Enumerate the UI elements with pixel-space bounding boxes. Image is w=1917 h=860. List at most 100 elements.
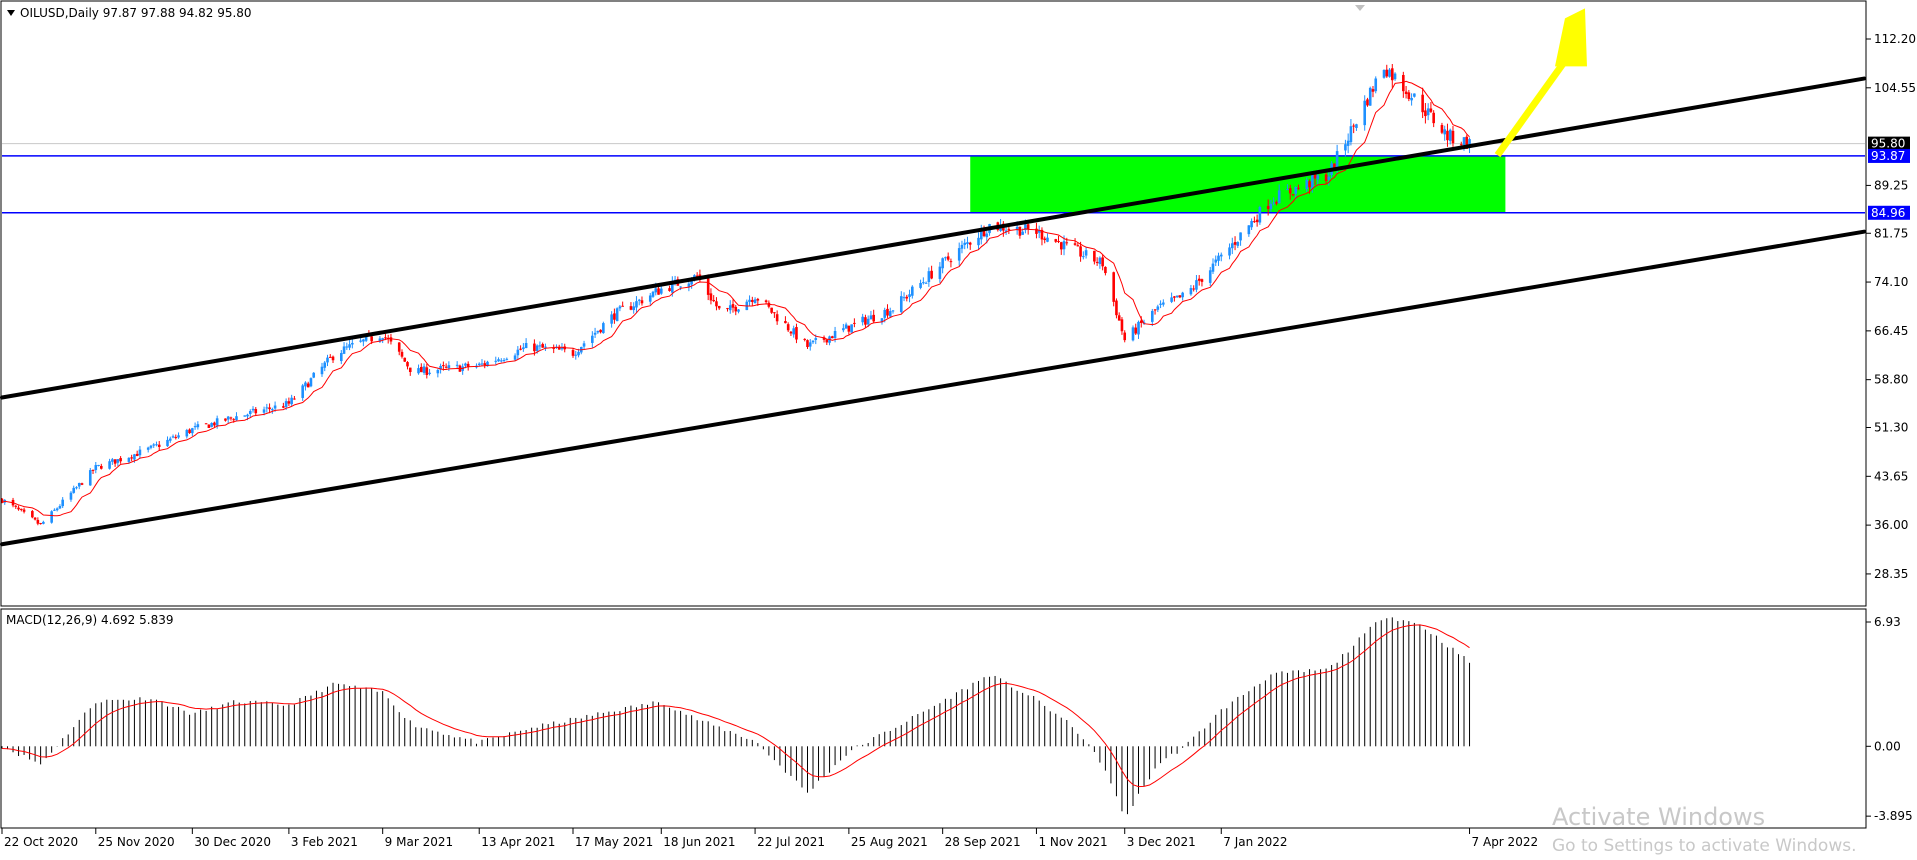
candle	[1093, 250, 1096, 265]
candle	[116, 459, 120, 466]
candle	[960, 240, 964, 254]
candle	[1230, 237, 1234, 255]
candle	[853, 318, 856, 328]
candle	[1173, 296, 1176, 302]
candle	[50, 510, 53, 524]
candle	[946, 252, 950, 262]
candle	[985, 230, 989, 244]
candle	[207, 424, 211, 429]
candle	[268, 403, 271, 414]
candle	[196, 421, 200, 430]
candle	[171, 434, 175, 439]
candle	[1162, 299, 1165, 307]
candle	[1037, 225, 1041, 239]
candle	[1228, 243, 1231, 260]
candle	[922, 277, 925, 285]
candle	[1195, 274, 1198, 293]
candle	[400, 349, 404, 359]
candle	[444, 363, 448, 369]
candle	[265, 403, 269, 413]
candle	[938, 262, 942, 283]
candle	[1153, 309, 1157, 315]
price-axis: 112.20 104.55 89.25 81.75 74.10 66.45 58.80 51.…	[1866, 32, 1916, 581]
candle	[97, 464, 100, 467]
candle	[1084, 247, 1088, 259]
candle	[657, 285, 660, 295]
chevron-down-icon[interactable]	[7, 10, 15, 16]
candle	[331, 355, 335, 364]
candle	[351, 338, 354, 349]
candle	[1219, 252, 1223, 262]
candle	[422, 363, 426, 375]
macd-pane-frame	[0, 608, 1867, 829]
candle	[1079, 241, 1082, 262]
candle	[618, 304, 622, 312]
candle	[872, 309, 875, 323]
yellow-arrow[interactable]	[1494, 8, 1587, 158]
candle	[651, 290, 655, 298]
time-tick-label: 17 May 2021	[575, 835, 653, 849]
candle	[20, 508, 23, 512]
candle	[593, 327, 597, 338]
level-flag-bg	[1868, 205, 1910, 220]
channel-line-upper[interactable]	[0, 76, 1866, 400]
candle	[135, 450, 139, 457]
candle	[1424, 103, 1427, 124]
candle	[14, 504, 18, 509]
candle	[737, 309, 740, 314]
candle	[808, 339, 812, 351]
price-pane[interactable]: OILUSD,Daily 97.87 97.88 94.82 95.80	[0, 0, 1867, 607]
candle	[80, 482, 84, 486]
price-tick-label: 89.25	[1874, 178, 1908, 192]
macd-signal-line	[1, 624, 1470, 788]
candle	[1095, 257, 1099, 266]
candle	[168, 436, 172, 443]
candle	[301, 383, 304, 401]
candle	[61, 497, 64, 509]
candle	[516, 346, 520, 360]
candle	[648, 293, 652, 305]
candle	[1098, 256, 1102, 269]
candle	[751, 296, 754, 306]
candle	[113, 459, 117, 467]
candle	[271, 407, 274, 414]
candle	[1275, 200, 1278, 206]
candle	[1258, 205, 1262, 225]
candle	[522, 343, 525, 352]
time-tick-label: 3 Feb 2021	[291, 835, 358, 849]
candle	[963, 238, 967, 250]
candle	[792, 325, 795, 338]
candle	[1247, 225, 1251, 237]
candle	[1432, 110, 1435, 128]
candle	[596, 330, 600, 334]
candle	[599, 329, 602, 334]
watermark-subtitle: Go to Settings to activate Windows.	[1552, 836, 1857, 855]
scroll-marker[interactable]	[1355, 5, 1365, 11]
candle	[1104, 266, 1107, 276]
candle	[33, 517, 37, 521]
candle	[166, 436, 169, 447]
candle	[795, 323, 798, 344]
candle	[149, 444, 153, 450]
candle	[538, 341, 542, 350]
candle	[362, 338, 365, 347]
channel-line-lower[interactable]	[0, 229, 1866, 547]
candle	[1266, 199, 1270, 216]
candle	[77, 482, 81, 490]
candle	[328, 354, 332, 358]
candle	[1344, 139, 1347, 157]
candle	[1123, 330, 1127, 343]
macd-pane[interactable]: MACD(12,26,9) 4.692 5.839	[0, 608, 1867, 829]
candle	[905, 294, 909, 302]
candle	[146, 446, 150, 453]
candle	[342, 342, 346, 355]
candle	[1137, 320, 1140, 339]
candle	[1159, 300, 1162, 309]
candle	[152, 443, 156, 448]
candle	[1211, 258, 1215, 275]
time-tick-label: 18 Jun 2021	[663, 835, 735, 849]
time-tick-label: 22 Jul 2021	[757, 835, 825, 849]
candle	[753, 297, 757, 304]
